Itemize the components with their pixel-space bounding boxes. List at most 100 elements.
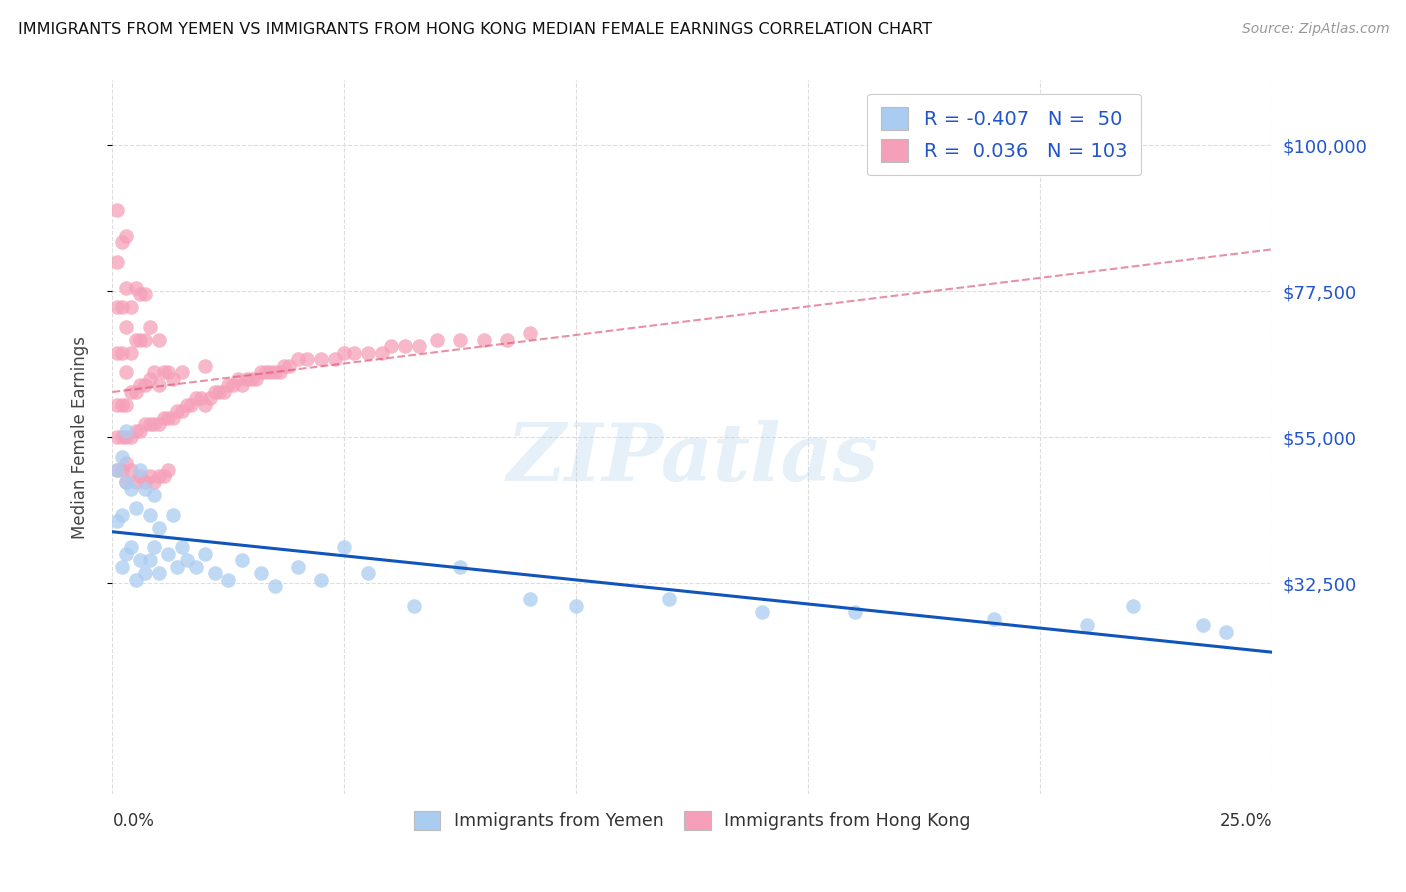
Point — [138, 553, 160, 567]
Point — [254, 365, 277, 379]
Text: Source: ZipAtlas.com: Source: ZipAtlas.com — [1241, 22, 1389, 37]
Point — [450, 559, 472, 574]
Point — [184, 391, 207, 405]
Point — [124, 573, 148, 587]
Point — [1215, 624, 1237, 639]
Point — [148, 378, 170, 392]
Point — [105, 515, 128, 529]
Point — [105, 430, 128, 444]
Point — [124, 501, 148, 516]
Point — [105, 398, 128, 412]
Point — [134, 566, 156, 581]
Point — [380, 339, 402, 353]
Point — [218, 378, 240, 392]
Point — [148, 417, 170, 431]
Point — [333, 541, 356, 555]
Point — [134, 475, 156, 490]
Point — [180, 398, 202, 412]
Point — [129, 462, 152, 476]
Point — [264, 365, 287, 379]
Point — [115, 365, 138, 379]
Point — [222, 378, 245, 392]
Point — [115, 475, 138, 490]
Point — [111, 462, 134, 476]
Point — [115, 424, 138, 438]
Point — [129, 378, 152, 392]
Point — [751, 605, 773, 619]
Point — [844, 605, 866, 619]
Point — [343, 345, 366, 359]
Point — [148, 566, 170, 581]
Point — [138, 372, 160, 386]
Point — [519, 592, 541, 607]
Point — [152, 469, 174, 483]
Point — [129, 424, 152, 438]
Point — [162, 508, 184, 522]
Point — [129, 553, 152, 567]
Point — [105, 462, 128, 476]
Point — [143, 475, 166, 490]
Point — [333, 345, 356, 359]
Point — [309, 352, 333, 367]
Point — [194, 359, 217, 373]
Legend: Immigrants from Yemen, Immigrants from Hong Kong: Immigrants from Yemen, Immigrants from H… — [405, 802, 980, 838]
Point — [519, 326, 541, 341]
Point — [166, 404, 188, 418]
Point — [152, 365, 174, 379]
Point — [297, 352, 319, 367]
Point — [204, 384, 226, 399]
Point — [134, 287, 156, 301]
Point — [658, 592, 681, 607]
Text: ZIPatlas: ZIPatlas — [506, 420, 879, 497]
Point — [287, 559, 309, 574]
Point — [157, 410, 180, 425]
Text: 0.0%: 0.0% — [112, 812, 155, 830]
Point — [394, 339, 416, 353]
Point — [277, 359, 299, 373]
Point — [240, 372, 263, 386]
Point — [111, 301, 134, 315]
Point — [259, 365, 281, 379]
Point — [120, 462, 142, 476]
Point — [134, 333, 156, 347]
Point — [115, 547, 138, 561]
Point — [143, 488, 166, 502]
Point — [172, 365, 194, 379]
Point — [496, 333, 519, 347]
Point — [111, 508, 134, 522]
Point — [129, 469, 152, 483]
Point — [120, 541, 142, 555]
Point — [111, 235, 134, 250]
Point — [129, 333, 152, 347]
Point — [138, 508, 160, 522]
Point — [120, 384, 142, 399]
Point — [194, 547, 217, 561]
Point — [138, 319, 160, 334]
Point — [269, 365, 291, 379]
Point — [1192, 618, 1215, 632]
Point — [157, 365, 180, 379]
Point — [190, 391, 212, 405]
Point — [148, 333, 170, 347]
Point — [370, 345, 392, 359]
Y-axis label: Median Female Earnings: Median Female Earnings — [70, 335, 89, 539]
Point — [176, 398, 198, 412]
Point — [323, 352, 346, 367]
Point — [115, 281, 138, 295]
Point — [273, 359, 295, 373]
Point — [111, 430, 134, 444]
Point — [198, 391, 221, 405]
Point — [105, 202, 128, 217]
Point — [134, 482, 156, 496]
Point — [194, 398, 217, 412]
Point — [208, 384, 231, 399]
Point — [124, 333, 148, 347]
Point — [143, 365, 166, 379]
Point — [218, 573, 240, 587]
Point — [124, 424, 148, 438]
Point — [309, 573, 333, 587]
Point — [134, 378, 156, 392]
Point — [120, 345, 142, 359]
Point — [166, 559, 188, 574]
Point — [115, 319, 138, 334]
